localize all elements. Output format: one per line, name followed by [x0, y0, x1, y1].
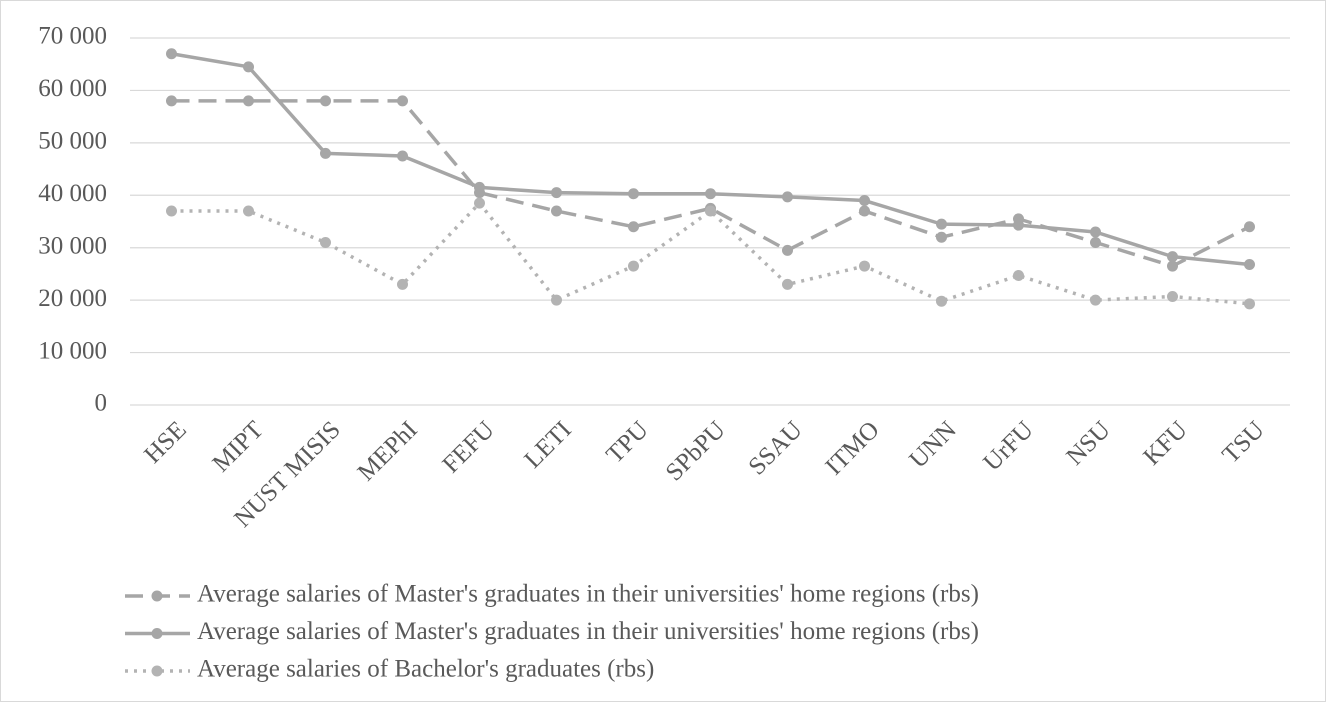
- series-marker: [551, 187, 562, 199]
- series-marker: [397, 150, 408, 162]
- series-marker: [1244, 298, 1255, 310]
- series-marker: [166, 95, 177, 107]
- series-marker: [1090, 236, 1101, 248]
- series-marker: [936, 231, 947, 243]
- series-marker: [1090, 294, 1101, 306]
- series-marker: [936, 218, 947, 230]
- series-marker: [166, 205, 177, 217]
- series-marker: [320, 95, 331, 107]
- legend-marker: [151, 665, 163, 677]
- series-marker: [166, 48, 177, 60]
- series-marker: [397, 278, 408, 290]
- series-marker: [705, 205, 716, 217]
- y-tick-label: 70 000: [38, 23, 107, 50]
- series-marker: [859, 195, 870, 207]
- series-marker: [320, 236, 331, 248]
- series-marker: [243, 205, 254, 217]
- series-marker: [782, 191, 793, 203]
- series-marker: [243, 95, 254, 107]
- legend-marker: [151, 628, 163, 639]
- series-marker: [397, 95, 408, 107]
- series-marker: [1013, 219, 1024, 231]
- series-marker: [474, 197, 485, 209]
- series-marker: [243, 61, 254, 73]
- series-marker: [551, 205, 562, 217]
- legend-marker: [151, 590, 163, 602]
- y-tick-label: 40 000: [38, 180, 107, 207]
- series-marker: [1167, 251, 1178, 263]
- series-marker: [936, 295, 947, 307]
- series-marker: [1167, 290, 1178, 302]
- legend-label: Average salaries of Master's graduates i…: [197, 618, 979, 645]
- y-tick-label: 0: [95, 390, 108, 417]
- series-marker: [1167, 260, 1178, 272]
- legend-label: Average salaries of Bachelor's graduates…: [197, 656, 654, 683]
- series-marker: [628, 188, 639, 200]
- series-marker: [551, 294, 562, 306]
- y-tick-label: 10 000: [38, 337, 107, 364]
- series-marker: [1244, 258, 1255, 270]
- series-line: [171, 99, 1251, 268]
- series-marker: [859, 205, 870, 217]
- series-marker: [782, 244, 793, 256]
- series-marker: [782, 278, 793, 290]
- series-marker: [320, 147, 331, 159]
- series-marker: [628, 260, 639, 272]
- series-line: [171, 201, 1250, 306]
- series-marker: [859, 260, 870, 272]
- legend-label: Average salaries of Master's graduates i…: [197, 581, 979, 608]
- series-marker: [628, 221, 639, 233]
- series-marker: [1090, 226, 1101, 238]
- series-marker: [1013, 270, 1024, 282]
- y-tick-label: 30 000: [38, 232, 107, 259]
- series-marker: [474, 181, 485, 193]
- y-tick-label: 60 000: [38, 75, 107, 102]
- y-tick-label: 20 000: [38, 285, 107, 312]
- y-tick-label: 50 000: [38, 128, 107, 155]
- series-marker: [705, 188, 716, 200]
- series-marker: [1244, 221, 1255, 233]
